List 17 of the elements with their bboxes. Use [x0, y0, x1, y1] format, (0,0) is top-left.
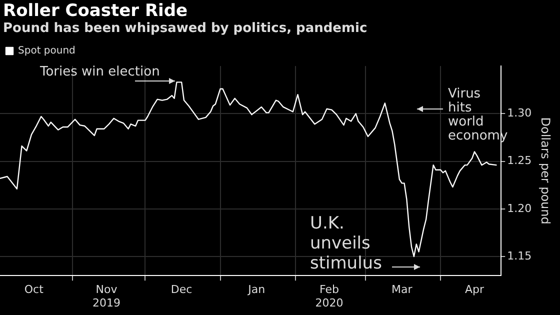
annotation: U.K. unveils stimulus [310, 213, 382, 274]
legend-label: Spot pound [18, 46, 76, 57]
x-tick-label: Oct [24, 283, 44, 296]
x-tick-label: Apr [464, 283, 484, 296]
y-tick-label: 1.20 [507, 202, 532, 215]
x-tick-label: Jan [247, 283, 266, 296]
y-tick-label: 1.30 [507, 106, 532, 120]
chart-title: Roller Coaster Ride [3, 1, 188, 21]
y-tick-label: 1.15 [507, 249, 532, 262]
y-tick-label: 1.25 [507, 154, 532, 168]
y-axis-title: Dollars per pound [538, 117, 553, 224]
chart-subtitle: Pound has been whipsawed by politics, pandemic [3, 21, 368, 36]
x-tick-label: Dec [170, 283, 192, 296]
x-tick-label: Feb 2020 [315, 283, 344, 310]
x-tick-label: Nov 2019 [92, 283, 121, 310]
x-tick-label: Mar [391, 283, 413, 296]
annotation: Tories win election [39, 64, 160, 80]
